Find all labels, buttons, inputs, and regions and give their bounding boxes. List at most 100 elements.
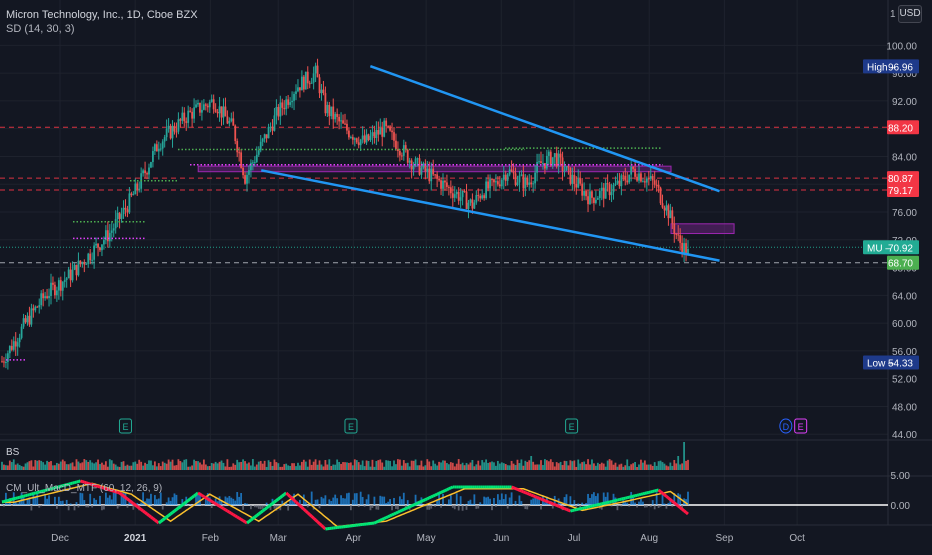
volume-bar bbox=[564, 461, 566, 470]
volume-bar bbox=[360, 465, 362, 470]
macd-histogram-bar bbox=[5, 493, 7, 505]
macd-line-segment bbox=[555, 505, 557, 506]
volume-bar bbox=[405, 463, 407, 470]
volume-bar bbox=[613, 465, 615, 470]
macd-line-segment bbox=[135, 505, 137, 507]
volume-pane-label[interactable]: BS bbox=[6, 447, 19, 458]
macd-histogram-bar bbox=[174, 493, 176, 505]
macd-histogram-bar bbox=[395, 505, 397, 509]
volume-bar bbox=[448, 464, 450, 470]
candle-body bbox=[23, 318, 25, 326]
candle-body bbox=[597, 198, 599, 200]
macd-line-segment bbox=[541, 499, 543, 500]
volume-bar bbox=[236, 460, 238, 470]
macd-line-segment bbox=[535, 497, 537, 498]
candle-body bbox=[11, 346, 13, 350]
volume-bar bbox=[68, 464, 70, 470]
candle-body bbox=[513, 171, 515, 173]
candle-body bbox=[573, 175, 575, 184]
volume-bar bbox=[17, 463, 19, 470]
candle-body bbox=[95, 244, 97, 246]
volume-bar bbox=[628, 466, 630, 470]
volume-bar bbox=[536, 464, 538, 470]
volume-bar bbox=[589, 465, 591, 470]
volume-bar bbox=[397, 459, 399, 470]
macd-histogram-bar bbox=[393, 498, 395, 505]
volume-bar bbox=[677, 456, 679, 470]
volume-bar bbox=[407, 463, 409, 470]
macd-line-segment bbox=[674, 503, 676, 505]
macd-pane-label[interactable]: CM_Ult_MacD_MTF (60, 12, 26, 9) bbox=[6, 483, 162, 494]
volume-bar bbox=[248, 462, 250, 470]
macd-histogram-bar bbox=[658, 505, 660, 508]
candle-body bbox=[475, 195, 477, 202]
volume-bar bbox=[521, 459, 523, 470]
currency-button[interactable]: USD bbox=[898, 5, 922, 23]
candle-body bbox=[132, 194, 134, 195]
candle-body bbox=[499, 184, 501, 186]
volume-bar bbox=[581, 462, 583, 470]
price-tick-label: 92.00 bbox=[892, 97, 917, 108]
volume-bar bbox=[221, 461, 223, 470]
time-tick-label: May bbox=[417, 533, 436, 544]
volume-bar bbox=[317, 465, 319, 470]
volume-bar bbox=[375, 461, 377, 470]
candle-body bbox=[640, 173, 642, 181]
candle-body bbox=[346, 124, 348, 131]
candle-body bbox=[642, 181, 644, 182]
volume-bar bbox=[52, 465, 54, 470]
candle-body bbox=[652, 176, 654, 180]
candle-body bbox=[615, 184, 617, 186]
candle-body bbox=[609, 184, 611, 195]
candle-body bbox=[456, 192, 458, 194]
candle-body bbox=[524, 178, 526, 189]
candle-body bbox=[127, 209, 129, 212]
macd-histogram-bar bbox=[3, 505, 5, 507]
macd-histogram-bar bbox=[70, 503, 72, 505]
symbol-title[interactable]: Micron Technology, Inc., 1D, Cboe BZX bbox=[6, 9, 198, 21]
volume-bar bbox=[109, 459, 111, 470]
macd-line-segment bbox=[547, 501, 549, 502]
volume-bar bbox=[111, 460, 113, 470]
macd-histogram-bar bbox=[328, 499, 330, 505]
macd-histogram-bar bbox=[638, 502, 640, 505]
macd-line-segment bbox=[314, 518, 316, 520]
candle-body bbox=[372, 132, 374, 136]
volume-bar bbox=[526, 462, 528, 470]
candle-body bbox=[450, 187, 452, 193]
macd-histogram-bar bbox=[660, 505, 662, 507]
candle-body bbox=[556, 153, 558, 166]
candle-body bbox=[330, 107, 332, 117]
macd-line-segment bbox=[265, 508, 267, 510]
macd-histogram-bar bbox=[381, 497, 383, 505]
volume-bar bbox=[391, 466, 393, 470]
macd-line-segment bbox=[208, 499, 210, 500]
macd-histogram-bar bbox=[575, 505, 577, 507]
macd-line-segment bbox=[214, 503, 216, 504]
macd-histogram-bar bbox=[379, 496, 381, 505]
volume-bar bbox=[325, 460, 327, 470]
macd-histogram-bar bbox=[470, 500, 472, 505]
macd-histogram-bar bbox=[458, 505, 460, 510]
macd-line-segment bbox=[169, 514, 171, 516]
indicator-legend[interactable]: SD (14, 30, 3) bbox=[6, 23, 74, 35]
candle-body bbox=[581, 184, 583, 196]
macd-histogram-bar bbox=[466, 505, 468, 510]
candle-body bbox=[272, 127, 274, 131]
macd-histogram-bar bbox=[99, 496, 101, 505]
macd-histogram-bar bbox=[17, 504, 19, 505]
candle-body bbox=[528, 182, 530, 184]
price-tick-label: 100.00 bbox=[886, 41, 917, 52]
candle-body bbox=[636, 177, 638, 181]
volume-bar bbox=[570, 460, 572, 470]
macd-line-segment bbox=[14, 498, 16, 499]
candle-body bbox=[62, 282, 64, 291]
candle-body bbox=[360, 140, 362, 146]
volume-bar bbox=[23, 467, 25, 470]
candle-body bbox=[115, 219, 117, 228]
macd-line-segment bbox=[204, 497, 206, 498]
volume-bar bbox=[597, 463, 599, 470]
macd-histogram-bar bbox=[23, 497, 25, 505]
